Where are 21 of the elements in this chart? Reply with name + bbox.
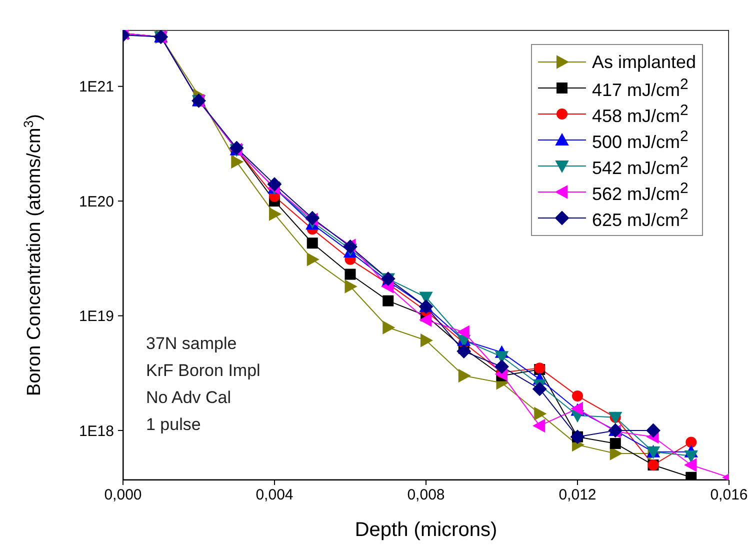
legend-label: 542 mJ/cm$^{2}$ xyxy=(592,154,688,178)
legend-label: 458 mJ/cm$^{2}$ xyxy=(592,102,688,126)
annotation: 37N sample xyxy=(146,333,238,355)
y-tick-label: 1E18 xyxy=(78,422,114,440)
annotation: KrF Boron Impl xyxy=(146,360,260,382)
x-tick-label: 0,004 xyxy=(256,486,294,504)
legend-label: As implanted xyxy=(592,52,696,72)
y-tick-label: 1E20 xyxy=(78,193,114,210)
x-axis-title: Depth (microns) xyxy=(354,519,498,541)
annotation: No Adv Cal xyxy=(146,387,232,409)
annotation: 1 pulse xyxy=(146,414,202,436)
legend-label: 417 mJ/cm$^{2}$ xyxy=(592,76,688,100)
x-tick-label: 0,012 xyxy=(558,486,596,504)
legend-label: 562 mJ/cm$^{2}$ xyxy=(592,180,688,204)
x-tick-label: 0,008 xyxy=(407,486,445,504)
x-tick-label: 0,000 xyxy=(104,486,142,504)
y-tick-label: 1E21 xyxy=(78,78,114,96)
legend-label: 625 mJ/cm$^{2}$ xyxy=(592,206,688,230)
y-tick-label: 1E19 xyxy=(78,308,114,326)
legend-label: 500 mJ/cm$^{2}$ xyxy=(592,128,688,152)
x-tick-label: 0,016 xyxy=(710,486,748,504)
